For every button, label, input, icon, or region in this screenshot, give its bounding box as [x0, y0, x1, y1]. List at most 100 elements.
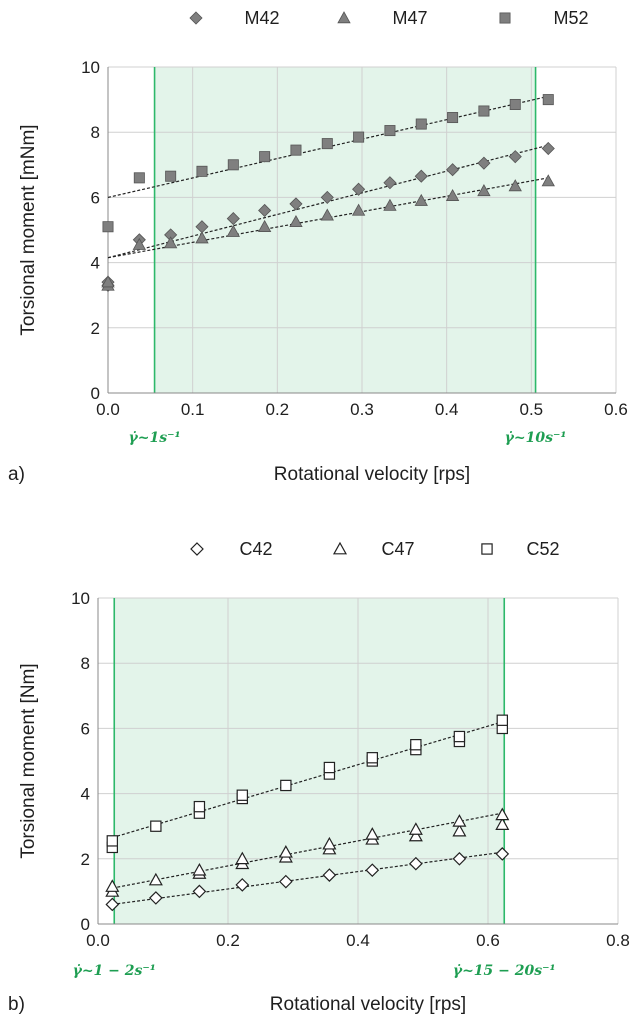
y-tick-label: 2: [81, 850, 90, 869]
point-m52: [509, 98, 521, 110]
point-m42: [508, 150, 522, 164]
point-c52: [453, 730, 466, 743]
point-c47: [495, 807, 510, 821]
point-c47: [278, 845, 293, 858]
point-c52: [410, 738, 422, 751]
x-tick-label: 0.3: [350, 400, 374, 419]
series-c52: [106, 714, 509, 854]
x-tick-label: 0.0: [86, 931, 110, 950]
point-m42: [414, 169, 428, 183]
point-m47: [226, 224, 240, 237]
point-c47: [495, 817, 510, 830]
y-tick-label: 10: [71, 589, 90, 608]
point-m42: [258, 203, 272, 218]
x-tick-label: 0.6: [604, 400, 628, 419]
point-c42: [149, 891, 163, 905]
point-c52: [366, 752, 379, 764]
point-m42: [383, 176, 397, 190]
panel-label: a): [8, 464, 25, 485]
point-c42: [279, 874, 293, 889]
point-m47: [195, 231, 209, 244]
shear-rate-annotation-high: γ̇~15 − 20s⁻¹: [453, 962, 556, 979]
point-c42: [495, 847, 510, 861]
point-c47: [192, 862, 207, 876]
point-c52: [236, 789, 248, 801]
trendline-c52: [112, 721, 503, 839]
point-c52: [150, 820, 162, 832]
point-c42: [192, 884, 207, 899]
series-m47: [101, 174, 555, 291]
y-tick-label: 2: [91, 319, 100, 338]
shear-rate-annotation-high: γ̇~10s⁻¹: [505, 429, 567, 446]
point-m42: [226, 212, 240, 226]
point-c52: [193, 800, 206, 813]
x-tick-label: 0.1: [181, 400, 205, 419]
point-m52: [542, 94, 554, 106]
point-c42: [322, 868, 337, 882]
legend-label-m42: M42: [244, 8, 279, 28]
legend-label-m47: M47: [392, 8, 427, 28]
shaded-region: [154, 67, 536, 393]
point-m52: [415, 118, 427, 130]
point-c42: [452, 851, 467, 866]
shear-rate-annotation-low: γ̇~1s⁻¹: [129, 429, 181, 446]
point-m52: [133, 172, 145, 184]
point-m47: [289, 215, 303, 228]
point-c52: [323, 761, 336, 774]
point-m52: [102, 221, 114, 233]
chart-b: 0.0 0.2 0.4 0.6 0.8 0 2 4 6 8 10 Rotational velocit…: [8, 539, 630, 1015]
y-tick-label: 8: [91, 123, 100, 142]
point-m52: [353, 131, 365, 143]
y-tick-label: 6: [81, 719, 90, 738]
point-m52: [478, 105, 490, 117]
x-tick-label: 0.4: [435, 400, 459, 419]
point-m42: [289, 197, 303, 211]
legend-label-c47: C47: [381, 539, 414, 559]
y-tick-label: 10: [81, 58, 100, 77]
point-c47: [452, 823, 467, 837]
point-c42: [105, 897, 120, 912]
y-tick-label: 0: [81, 915, 90, 934]
series-m52: [102, 94, 554, 233]
legend-label-c42: C42: [239, 539, 272, 559]
y-tick-label: 0: [91, 384, 100, 403]
x-axis-label: Rotational velocity [rps]: [274, 464, 470, 485]
legend-label-c52: C52: [526, 539, 559, 559]
point-m47: [383, 198, 397, 211]
point-m42: [477, 156, 491, 170]
x-tick-label: 0.5: [520, 400, 544, 419]
y-axis-label: Torsional moment [Nm]: [18, 663, 39, 858]
legend-label-m52: M52: [553, 8, 588, 28]
point-c52: [106, 835, 118, 847]
trendline-c47: [112, 812, 503, 889]
point-c47: [408, 828, 423, 842]
point-m47: [132, 237, 147, 250]
legend-marker-m47: [337, 11, 351, 24]
point-m47: [101, 275, 115, 288]
point-m52: [259, 151, 271, 163]
trendline-m47: [107, 177, 549, 259]
y-tick-label: 6: [91, 188, 100, 207]
x-tick-label: 0.2: [266, 400, 290, 419]
legend-marker-c52: [481, 543, 493, 555]
legend-marker-m42: [189, 11, 203, 25]
point-m47: [320, 208, 334, 221]
y-tick-label: 4: [81, 785, 90, 804]
point-m52: [384, 125, 396, 137]
shaded-region: [114, 598, 505, 924]
point-c47: [235, 851, 250, 865]
point-m47: [257, 219, 272, 232]
point-c52: [496, 714, 509, 726]
shear-rate-annotation-low: γ̇~1 − 2s⁻¹: [73, 962, 156, 979]
point-m47: [541, 174, 555, 187]
point-m47: [351, 203, 366, 216]
series-m42: [101, 141, 555, 292]
y-tick-label: 8: [81, 654, 90, 673]
point-m52: [227, 159, 239, 171]
point-c47: [365, 827, 380, 840]
y-axis-label: Torsional moment [mNm]: [18, 124, 39, 335]
point-c47: [322, 836, 337, 850]
point-c47: [105, 879, 120, 892]
point-c47: [148, 872, 163, 886]
